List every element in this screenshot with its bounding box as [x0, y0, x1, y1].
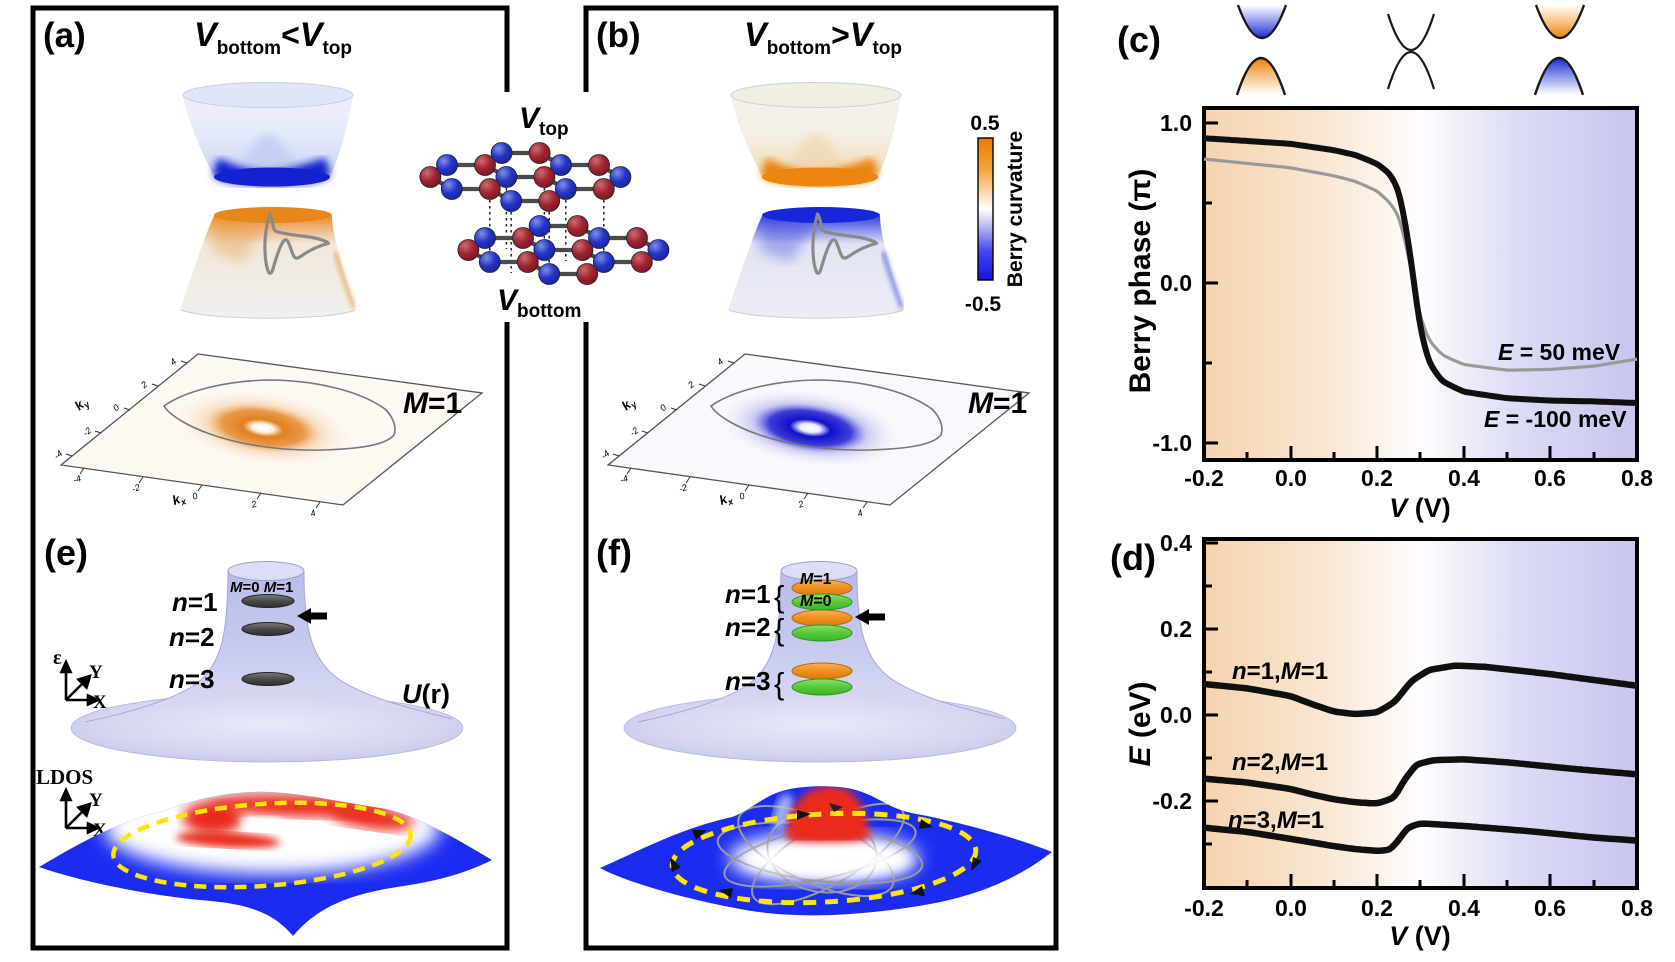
svg-text:n=2: n=2 — [169, 622, 215, 652]
svg-text:n=1: n=1 — [725, 579, 771, 609]
svg-text:(b): (b) — [596, 16, 641, 55]
svg-text:-0.2: -0.2 — [1152, 788, 1192, 814]
svg-text:-4: -4 — [52, 448, 65, 461]
svg-text:0.2: 0.2 — [1361, 895, 1393, 921]
svg-text:0.4: 0.4 — [1160, 530, 1192, 556]
svg-text:-4: -4 — [599, 448, 612, 461]
svg-text:-0.2: -0.2 — [1184, 465, 1224, 491]
svg-text:E (eV): E (eV) — [1124, 681, 1157, 766]
svg-text:0.0: 0.0 — [1160, 702, 1192, 728]
svg-text:0.0: 0.0 — [1160, 270, 1192, 296]
svg-text:0: 0 — [658, 402, 668, 413]
svg-text:0.2: 0.2 — [1361, 465, 1393, 491]
svg-text:ky: ky — [619, 393, 640, 415]
svg-text:ky: ky — [72, 393, 93, 415]
svg-text:Vbottom>Vtop: Vbottom>Vtop — [744, 16, 902, 59]
svg-text:0.8: 0.8 — [1621, 465, 1653, 491]
svg-text:M=0: M=0 — [800, 593, 832, 610]
svg-text:4: 4 — [168, 356, 178, 367]
svg-text:(c): (c) — [1117, 19, 1161, 60]
svg-text:0: 0 — [191, 491, 199, 502]
svg-text:M=1: M=1 — [968, 387, 1027, 420]
svg-text:n=3: n=3 — [725, 666, 771, 696]
svg-text:0.6: 0.6 — [1534, 465, 1566, 491]
svg-text:M=1: M=1 — [403, 387, 462, 420]
svg-text:1.0: 1.0 — [1160, 110, 1192, 136]
svg-text:0.4: 0.4 — [1448, 895, 1480, 921]
svg-text:0.6: 0.6 — [1534, 895, 1566, 921]
svg-text:n=3,M=1: n=3,M=1 — [1228, 807, 1324, 834]
svg-text:4: 4 — [715, 356, 725, 367]
svg-text:-2: -2 — [130, 482, 141, 494]
svg-text:n=2: n=2 — [725, 612, 771, 642]
svg-text:0.0: 0.0 — [1275, 895, 1307, 921]
svg-text:{: { — [774, 579, 784, 614]
svg-text:E = 50 meV: E = 50 meV — [1498, 339, 1621, 365]
svg-text:E = -100 meV: E = -100 meV — [1484, 406, 1627, 432]
svg-text:-4: -4 — [618, 473, 629, 485]
svg-text:-0.5: -0.5 — [965, 293, 1002, 316]
svg-text:LDOS: LDOS — [36, 765, 93, 789]
svg-text:(a): (a) — [43, 16, 86, 55]
svg-text:M=0 M=1: M=0 M=1 — [230, 579, 293, 596]
svg-text:V (V): V (V) — [1389, 921, 1451, 951]
svg-text:M=1: M=1 — [800, 571, 832, 588]
svg-text:2: 2 — [796, 499, 805, 510]
svg-text:Berry phase (π): Berry phase (π) — [1124, 169, 1157, 394]
svg-text:0.0: 0.0 — [1275, 465, 1307, 491]
svg-text:-0.2: -0.2 — [1184, 895, 1224, 921]
svg-text:(d): (d) — [1110, 537, 1156, 578]
svg-text:0: 0 — [111, 402, 121, 413]
svg-text:{: { — [774, 612, 784, 647]
svg-text:2: 2 — [249, 499, 258, 510]
svg-text:n=2,M=1: n=2,M=1 — [1232, 749, 1328, 776]
svg-text:kx: kx — [717, 489, 735, 510]
svg-text:X: X — [93, 692, 107, 713]
svg-text:Y: Y — [89, 662, 103, 683]
svg-text:-1.0: -1.0 — [1152, 430, 1192, 456]
svg-text:2: 2 — [685, 379, 696, 391]
svg-text:4: 4 — [856, 508, 864, 519]
svg-text:{: { — [774, 666, 784, 701]
svg-text:Berry curvature: Berry curvature — [1004, 131, 1027, 287]
svg-text:(f): (f) — [596, 532, 632, 573]
svg-text:Vbottom<Vtop: Vbottom<Vtop — [194, 16, 352, 59]
svg-text:4: 4 — [309, 508, 317, 519]
svg-text:0: 0 — [738, 491, 746, 502]
svg-text:ε: ε — [53, 647, 62, 669]
svg-text:(e): (e) — [44, 532, 88, 573]
svg-text:-2: -2 — [677, 482, 688, 494]
svg-text:Y: Y — [89, 790, 103, 811]
svg-text:-2: -2 — [628, 425, 641, 438]
svg-text:n=1: n=1 — [172, 587, 218, 617]
svg-text:U(r): U(r) — [402, 679, 450, 709]
svg-text:0.8: 0.8 — [1621, 895, 1653, 921]
svg-text:V (V): V (V) — [1389, 493, 1451, 523]
svg-text:-4: -4 — [71, 473, 82, 485]
svg-text:0.4: 0.4 — [1448, 465, 1480, 491]
svg-text:0.2: 0.2 — [1160, 616, 1192, 642]
svg-text:kx: kx — [170, 489, 188, 510]
svg-text:-2: -2 — [81, 425, 94, 438]
svg-text:n=1,M=1: n=1,M=1 — [1232, 658, 1328, 685]
svg-text:n=3: n=3 — [169, 664, 215, 694]
svg-text:0.5: 0.5 — [970, 112, 1000, 135]
svg-text:2: 2 — [138, 379, 149, 391]
